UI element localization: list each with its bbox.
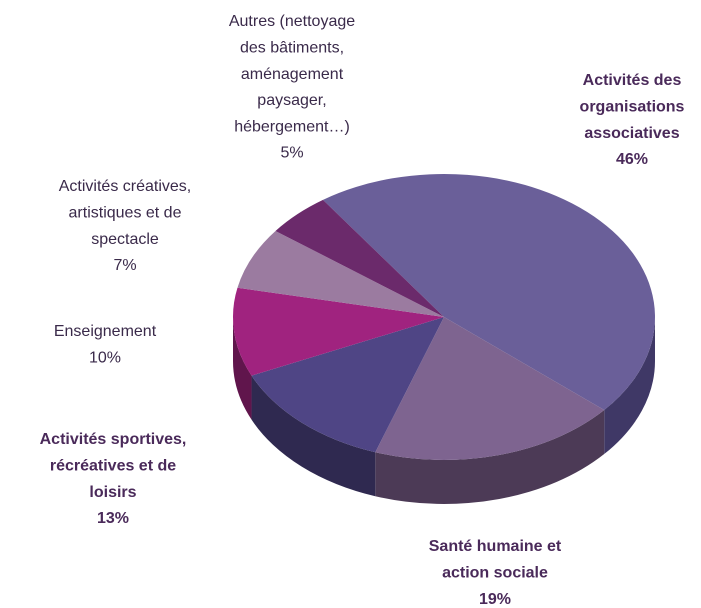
slice-label: Activités créatives, artistiques et de spe… (59, 178, 191, 274)
value-label: 13% (97, 510, 129, 527)
label-line: Enseignement (54, 323, 157, 340)
slice-label: Autres (nettoyage des bâtiments, aménageme… (229, 13, 355, 162)
slice (251, 317, 444, 453)
value-label: 19% (479, 591, 511, 608)
slice (375, 317, 605, 461)
label-line: artistiques et de (69, 205, 182, 222)
value-label: 7% (113, 257, 136, 274)
label-line: hébergement…) (234, 118, 350, 135)
label-line: organisations (580, 99, 685, 116)
slice-label: Santé humaine et action sociale 19% (429, 538, 562, 608)
slice-side (251, 375, 376, 497)
label-line: associatives (584, 125, 679, 142)
label-line: Activités des (583, 72, 682, 89)
label-line: paysager, (257, 92, 326, 109)
label-line: action sociale (442, 565, 548, 582)
label-line: des bâtiments, (240, 40, 344, 57)
slice (322, 173, 656, 411)
slice-label: Activités des organisations associatives 46… (580, 72, 685, 168)
label-line: loisirs (89, 484, 136, 501)
value-label: 46% (616, 151, 648, 168)
label-line: aménagement (241, 66, 344, 83)
slice-label: Activités sportives, récréatives et de loi… (40, 431, 187, 527)
slice-side (375, 410, 605, 505)
label-line: Activités sportives, (40, 431, 187, 448)
slice-side (233, 317, 252, 420)
slice-side (604, 317, 655, 455)
label-line: Autres (nettoyage (229, 13, 355, 30)
value-label: 10% (89, 350, 121, 367)
slice (275, 199, 444, 317)
label-line: Santé humaine et (429, 538, 562, 555)
label-line: récréatives et de (50, 458, 176, 475)
value-label: 5% (280, 145, 303, 162)
label-line: spectacle (91, 231, 159, 248)
slice-label: Enseignement 10% (54, 323, 157, 366)
slice (237, 230, 444, 317)
label-line: Activités créatives, (59, 178, 191, 195)
slice (233, 287, 444, 376)
